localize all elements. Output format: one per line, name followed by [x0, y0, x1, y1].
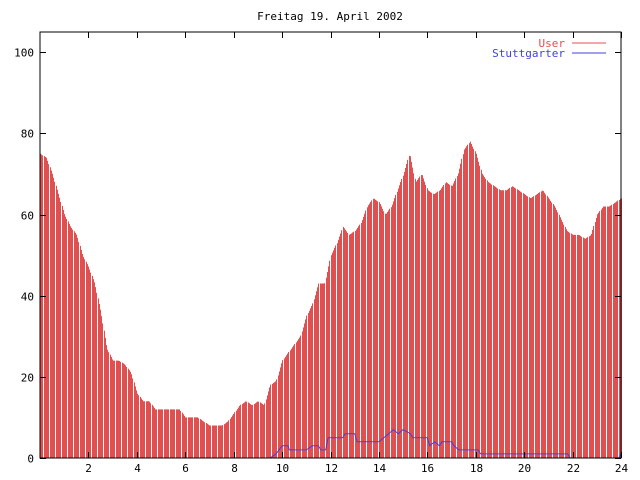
legend-label-user: User [539, 37, 566, 50]
legend: User Stuttgarter [492, 37, 606, 60]
x-tick-label: 8 [231, 462, 238, 475]
y-tick-label: 80 [21, 128, 34, 141]
plot-frame [39, 31, 622, 459]
x-tick-label: 6 [182, 462, 189, 475]
x-tick-label: 18 [470, 462, 483, 475]
x-tick-label: 14 [373, 462, 387, 475]
series-line-stuttgarter [40, 428, 622, 459]
x-tick-label: 12 [325, 462, 338, 475]
chart-title: Freitag 19. April 2002 [257, 10, 403, 23]
x-tick-label: 4 [134, 462, 141, 475]
y-tick-label: 60 [21, 210, 34, 223]
x-tick-label: 20 [518, 462, 531, 475]
plot-marks [40, 141, 622, 459]
y-tick-label: 40 [21, 291, 34, 304]
y-tick-label: 0 [27, 453, 34, 466]
y-tick-label: 100 [14, 47, 34, 60]
x-tick-label: 16 [421, 462, 434, 475]
x-tick-label: 24 [615, 462, 629, 475]
x-tick-label: 2 [85, 462, 92, 475]
legend-label-stuttgarter: Stuttgarter [492, 47, 565, 60]
x-tick-label: 10 [276, 462, 289, 475]
y-tick-label: 20 [21, 372, 34, 385]
x-tick-label: 22 [567, 462, 580, 475]
